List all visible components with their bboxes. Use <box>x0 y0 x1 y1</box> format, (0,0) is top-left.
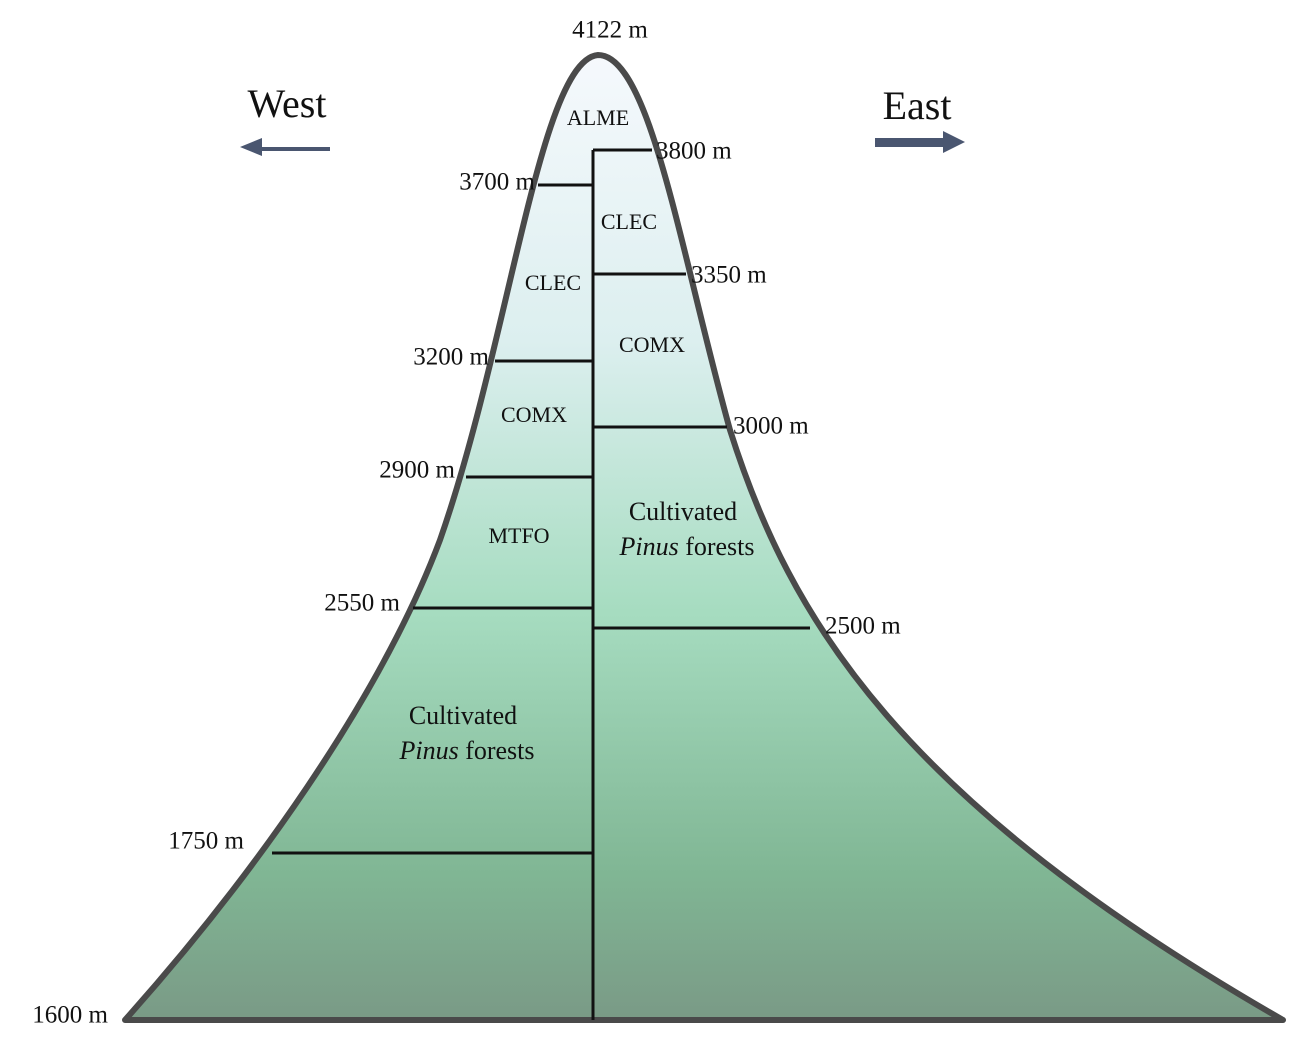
genus-name: Pinus <box>398 736 458 765</box>
zone-label: Cultivated <box>409 701 517 730</box>
west-arrow <box>240 138 330 156</box>
mountain <box>122 52 1286 1023</box>
elevation-label: 2500 m <box>825 613 901 640</box>
zone-text: forests <box>685 532 754 561</box>
zone-label: ALME <box>567 105 629 130</box>
elevation-label: 3000 m <box>733 413 809 440</box>
elevation-label: 3700 m <box>459 169 535 196</box>
elevation-label: 1600 m <box>32 1002 108 1029</box>
elevation-label: 3350 m <box>691 262 767 289</box>
elevation-label: 3200 m <box>413 344 489 371</box>
zone-label: Cultivated <box>629 497 737 526</box>
direction-label: East <box>883 83 952 128</box>
genus-name: Pinus <box>618 532 678 561</box>
zone-text: forests <box>465 736 534 765</box>
zone-label: MTFO <box>488 523 549 548</box>
zone-label: CLEC <box>525 270 581 295</box>
zone-label: Pinus forests <box>398 736 534 765</box>
zone-label: COMX <box>619 332 685 357</box>
elevation-label: 2550 m <box>324 590 400 617</box>
east-arrow <box>875 131 965 153</box>
zone-label: COMX <box>501 402 567 427</box>
zone-label: CLEC <box>601 209 657 234</box>
elevation-label: 1750 m <box>168 828 244 855</box>
zone-text: Cultivated <box>409 701 517 730</box>
elevation-label: 2900 m <box>379 457 455 484</box>
boundary-lines <box>272 148 810 1020</box>
direction-label: West <box>248 81 327 126</box>
elevation-label: 4122 m <box>572 17 648 44</box>
zone-label: Pinus forests <box>618 532 754 561</box>
zone-text: Cultivated <box>629 497 737 526</box>
direction-arrows: West East <box>240 81 965 156</box>
elevation-label: 3800 m <box>656 138 732 165</box>
